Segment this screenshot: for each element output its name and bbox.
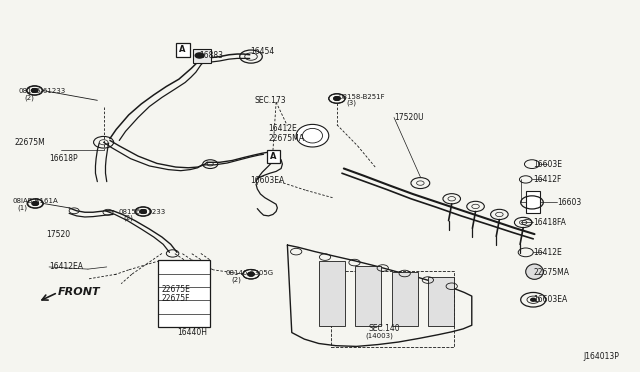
- Text: 22675MA: 22675MA: [533, 268, 569, 277]
- Text: 22675MA: 22675MA: [269, 134, 305, 143]
- Text: 16603: 16603: [557, 198, 581, 207]
- Circle shape: [334, 97, 340, 100]
- Text: 22675F: 22675F: [162, 294, 191, 303]
- Text: (1): (1): [18, 205, 28, 211]
- Text: 16412EA: 16412EA: [49, 262, 83, 272]
- Text: 16418FA: 16418FA: [533, 218, 566, 227]
- Text: 08156-61233: 08156-61233: [19, 88, 66, 94]
- Circle shape: [334, 97, 340, 100]
- Text: (2): (2): [231, 276, 241, 283]
- Text: 16454: 16454: [250, 46, 274, 55]
- Bar: [392, 272, 418, 326]
- Circle shape: [31, 89, 38, 92]
- Text: 16412E: 16412E: [269, 124, 298, 133]
- Text: 16603EA: 16603EA: [533, 295, 568, 304]
- Text: 17520U: 17520U: [394, 113, 424, 122]
- Text: (14003): (14003): [366, 332, 394, 339]
- Bar: [176, 43, 189, 57]
- Ellipse shape: [303, 128, 323, 143]
- Text: 16603E: 16603E: [533, 160, 563, 169]
- Text: 22675M: 22675M: [15, 138, 45, 147]
- Circle shape: [248, 272, 254, 276]
- Bar: [267, 150, 280, 163]
- Text: A: A: [179, 45, 186, 54]
- Bar: [428, 277, 454, 326]
- Text: J164013P: J164013P: [584, 352, 620, 361]
- Text: FRONT: FRONT: [58, 288, 100, 298]
- Circle shape: [32, 202, 38, 205]
- Circle shape: [248, 272, 254, 276]
- Bar: [355, 266, 381, 326]
- Circle shape: [195, 53, 204, 58]
- Circle shape: [531, 298, 536, 301]
- Bar: [319, 261, 345, 326]
- Bar: [332, 270, 454, 347]
- Text: 16412E: 16412E: [533, 248, 562, 257]
- Circle shape: [140, 210, 147, 214]
- Text: 22675E: 22675E: [162, 285, 191, 294]
- Text: (2): (2): [123, 215, 133, 221]
- Text: SEC.173: SEC.173: [254, 96, 286, 105]
- Text: 16440H: 16440H: [178, 328, 207, 337]
- Bar: [525, 192, 540, 214]
- Ellipse shape: [525, 264, 543, 279]
- Text: A: A: [270, 152, 277, 161]
- Text: (2): (2): [24, 94, 34, 101]
- Bar: [193, 49, 211, 63]
- Text: SEC.140: SEC.140: [369, 324, 401, 333]
- Circle shape: [31, 89, 38, 92]
- Text: 16603EA: 16603EA: [250, 176, 284, 185]
- Text: 16412F: 16412F: [533, 175, 562, 184]
- Text: 16883: 16883: [200, 51, 223, 60]
- Circle shape: [140, 210, 147, 214]
- Text: 08156-61233: 08156-61233: [118, 209, 165, 215]
- Text: 08146-6305G: 08146-6305G: [226, 270, 274, 276]
- Text: 08158-B251F: 08158-B251F: [339, 94, 385, 100]
- Text: 16618P: 16618P: [49, 154, 77, 163]
- Text: 08IAB-B161A: 08IAB-B161A: [13, 198, 58, 204]
- Text: (3): (3): [346, 100, 356, 106]
- Circle shape: [32, 202, 38, 205]
- Bar: [158, 260, 210, 327]
- Ellipse shape: [296, 124, 329, 147]
- Text: 17520: 17520: [46, 230, 70, 238]
